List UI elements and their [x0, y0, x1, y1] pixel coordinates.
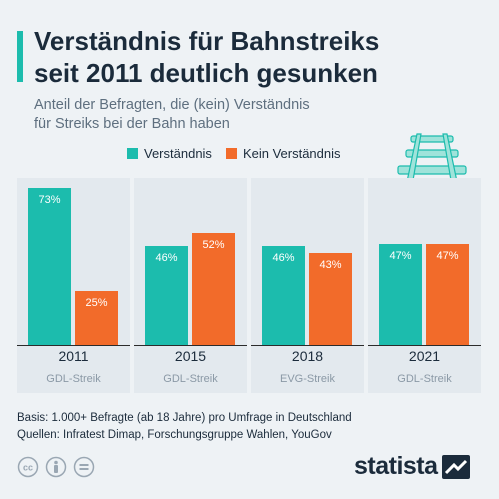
- data-label-2018-kein-verstaendnis: 43%: [319, 259, 342, 271]
- legend-swatch-orange: [225, 148, 237, 159]
- legend-label-kein-verstaendnis: Kein Verständnis: [242, 146, 341, 161]
- baseline-2015: [134, 345, 247, 346]
- title-line-2: seit 2011 deutlich gesunken: [34, 58, 378, 88]
- event-label-2015: GDL-Streik: [163, 373, 218, 385]
- legend-label-verstaendnis: Verständnis: [144, 146, 212, 161]
- legend: Verständnis Kein Verständnis: [127, 146, 355, 161]
- bar-2021-kein-verstaendnis: [426, 244, 469, 345]
- brand-name: statista: [354, 452, 438, 480]
- event-label-2021: GDL-Streik: [397, 373, 452, 385]
- data-label-2015-verstaendnis: 46%: [155, 252, 178, 264]
- event-label-2018: EVG-Streik: [279, 373, 335, 385]
- chart-subtitle: Anteil der Befragten, die (kein) Verstän…: [34, 96, 374, 134]
- legend-swatch-teal: [127, 148, 138, 159]
- footer-notes: Basis: 1.000+ Befragte (ab 18 Jahre) pro…: [17, 410, 352, 444]
- chart-title: Verständnis für Bahnstreiks seit 2011 de…: [34, 25, 474, 89]
- bar-2018-kein-verstaendnis: [309, 253, 352, 345]
- equals-icon[interactable]: [73, 456, 95, 478]
- data-label-2018-verstaendnis: 46%: [272, 252, 295, 264]
- category-label-2015: 2015: [174, 348, 207, 364]
- data-label-2011-kein-verstaendnis: 25%: [85, 297, 108, 309]
- legend-item-verstaendnis: Verständnis: [127, 146, 212, 161]
- cc-icon[interactable]: cc: [17, 456, 39, 478]
- data-label-2011-verstaendnis: 73%: [38, 194, 61, 206]
- baseline-2011: [17, 345, 130, 346]
- data-label-2015-kein-verstaendnis: 52%: [202, 239, 225, 251]
- person-icon[interactable]: [45, 456, 67, 478]
- data-label-2021-verstaendnis: 47%: [389, 250, 412, 262]
- bar-2018-verstaendnis: [262, 246, 305, 345]
- svg-text:cc: cc: [23, 463, 33, 473]
- license-icons: cc: [17, 456, 101, 478]
- category-label-2021: 2021: [408, 348, 441, 364]
- category-label-2018: 2018: [291, 348, 324, 364]
- subtitle-line-2: für Streiks bei der Bahn haben: [34, 116, 230, 132]
- subtitle-line-1: Anteil der Befragten, die (kein) Verstän…: [34, 97, 310, 113]
- bar-2015-kein-verstaendnis: [192, 233, 235, 345]
- baseline-2021: [368, 345, 481, 346]
- event-label-2011: GDL-Streik: [46, 373, 101, 385]
- title-line-1: Verständnis für Bahnstreiks: [34, 26, 380, 56]
- baseline-2018: [251, 345, 364, 346]
- footer-sources: Quellen: Infratest Dimap, Forschungsgrup…: [17, 429, 332, 441]
- bar-2011-kein-verstaendnis: [75, 291, 118, 345]
- legend-item-kein-verstaendnis: Kein Verständnis: [225, 146, 341, 161]
- data-label-2021-kein-verstaendnis: 47%: [436, 250, 459, 262]
- footer-basis: Basis: 1.000+ Befragte (ab 18 Jahre) pro…: [17, 412, 352, 424]
- accent-bar: [17, 31, 23, 82]
- statista-logo-icon: [441, 454, 470, 479]
- bar-2011-verstaendnis: [28, 188, 71, 345]
- bar-2021-verstaendnis: [379, 244, 422, 345]
- category-label-2011: 2011: [58, 348, 89, 364]
- brand[interactable]: statista: [354, 452, 470, 481]
- bar-2015-verstaendnis: [145, 246, 188, 345]
